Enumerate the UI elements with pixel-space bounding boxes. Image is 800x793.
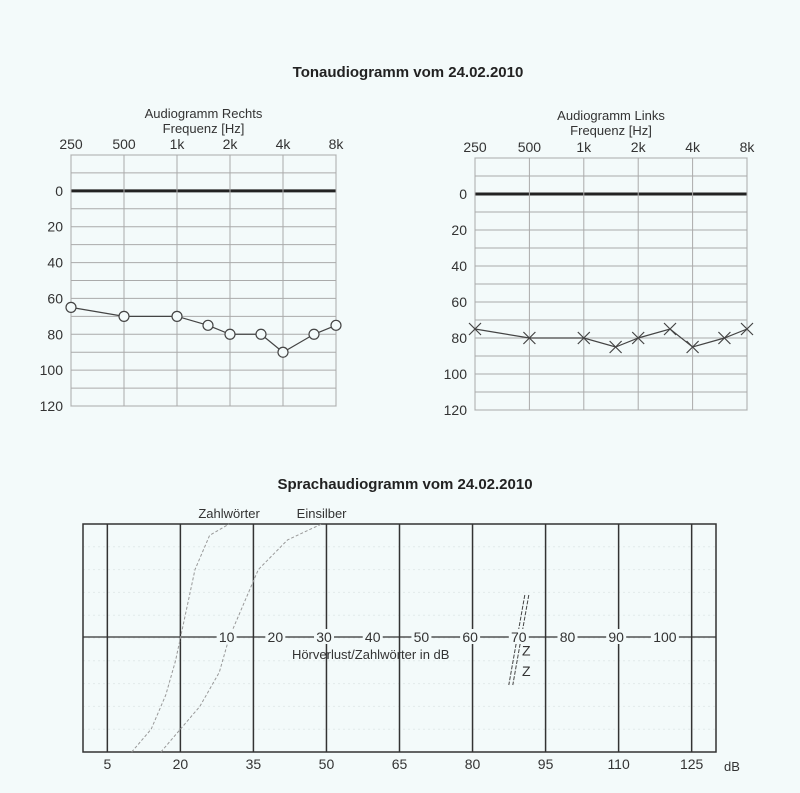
x-tick-label: 2k [631,139,647,155]
data-point-circle [118,310,130,322]
speech-audiogram-title: Sprachaudiogramm vom 24.02.2010 [277,476,533,493]
audiogram-left [468,157,754,411]
curve-label: Zahlwörter [198,506,260,521]
y-tick-label: 120 [40,398,64,414]
x-tick-label: 4k [276,136,292,152]
tone-audiogram-title: Tonaudiogramm vom 24.02.2010 [292,64,524,81]
hearing-loss-tick-label: 80 [560,629,576,645]
hearing-loss-tick-label: 100 [653,629,677,645]
hearing-loss-tick-label: 90 [608,629,624,645]
x-axis-label: Frequenz [Hz] [570,123,652,138]
hearing-loss-axis-label: Hörverlust/Zahlwörter in dB [292,647,450,662]
data-point-x [717,331,731,345]
audiogram-right [65,154,342,407]
tick-label-bg [216,629,237,644]
y-tick-label: 40 [451,258,467,274]
data-point-circle [171,310,183,322]
x-tick-label: 8k [329,136,345,152]
y-tick-label: 100 [40,362,64,378]
hearing-loss-tick-label: 60 [462,629,478,645]
tick-label-bg [557,629,578,644]
data-point-x [609,340,623,354]
x-tick-label: 500 [112,136,136,152]
x-tick-label: 80 [465,756,481,772]
tick-label-bg [362,629,383,644]
y-tick-label: 0 [459,186,467,202]
x-axis-label: Frequenz [Hz] [163,121,245,136]
tick-label-bg [411,629,432,644]
x-tick-label: 125 [680,756,704,772]
tone-title-wrap: Tonaudiogramm vom 24.02.2010 [0,64,800,82]
x-tick-label: 65 [392,756,408,772]
data-point-circle [308,328,320,340]
data-point-circle [277,346,289,358]
data-point-x [522,331,536,345]
hearing-loss-tick-label: 10 [219,629,235,645]
reference-curve-Zahlwörter [131,523,230,753]
y-tick-label: 60 [47,290,63,306]
y-tick-label: 20 [47,219,63,235]
tick-label-bg [606,629,627,644]
data-point-x [468,322,482,336]
chart-title: Audiogramm Rechts [145,106,263,121]
tick-label-bg [460,629,481,644]
hearing-loss-tick-label: 40 [365,629,381,645]
reference-curve-Einsilber [160,523,322,753]
series-line [70,306,337,353]
data-point-x [740,322,754,336]
x-tick-label: 95 [538,756,554,772]
x-tick-label: 20 [173,756,189,772]
y-tick-label: 60 [451,294,467,310]
data-point-x [663,322,677,336]
y-tick-label: 120 [444,402,468,418]
chart-title: Audiogramm Links [557,108,665,123]
y-tick-label: 0 [55,183,63,199]
data-point-circle [65,301,77,313]
data-point-x [686,340,700,354]
z-marker: Z [522,642,531,658]
x-tick-label: 250 [59,136,83,152]
speech-title-wrap: Sprachaudiogramm vom 24.02.2010 [0,476,800,494]
x-tick-label: 250 [463,139,487,155]
hearing-loss-tick-label: 70 [511,629,527,645]
y-tick-label: 20 [451,222,467,238]
data-point-x [631,331,645,345]
data-point-x [577,331,591,345]
x-tick-label: 1k [576,139,592,155]
x-tick-label: 500 [518,139,542,155]
x-tick-label: 4k [685,139,701,155]
y-tick-label: 80 [451,330,467,346]
x-tick-label: 110 [607,756,630,772]
data-point-circle [255,328,267,340]
data-point-circle [330,319,342,331]
x-tick-label: 2k [223,136,239,152]
tick-label-bg [265,629,286,644]
z-marker: Z [522,663,531,679]
x-tick-label: 5 [103,756,111,772]
x-axis-unit: dB [724,759,740,774]
curve-label: Einsilber [297,506,348,521]
y-tick-label: 80 [47,326,63,342]
data-point-circle [202,319,214,331]
x-tick-label: 8k [740,139,756,155]
x-tick-label: 1k [170,136,186,152]
hearing-loss-tick-label: 30 [316,629,332,645]
tick-label-bg [314,629,335,644]
hearing-loss-tick-label: 20 [268,629,284,645]
hearing-loss-tick-label: 50 [414,629,430,645]
x-tick-label: 35 [246,756,262,772]
y-tick-label: 40 [47,255,63,271]
data-point-circle [224,328,236,340]
tick-label-bg [508,629,529,644]
tick-label-bg [650,629,679,644]
y-tick-label: 100 [444,366,468,382]
x-tick-label: 50 [319,756,335,772]
